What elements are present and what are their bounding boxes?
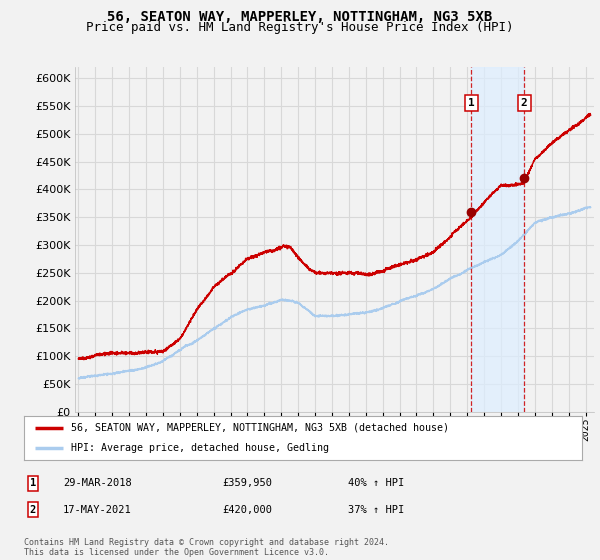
Text: HPI: Average price, detached house, Gedling: HPI: Average price, detached house, Gedl… bbox=[71, 443, 329, 453]
Text: 2: 2 bbox=[521, 99, 527, 109]
Text: £359,950: £359,950 bbox=[222, 478, 272, 488]
Text: £420,000: £420,000 bbox=[222, 505, 272, 515]
Bar bbox=[471, 67, 524, 412]
Text: 17-MAY-2021: 17-MAY-2021 bbox=[63, 505, 132, 515]
Text: 29-MAR-2018: 29-MAR-2018 bbox=[63, 478, 132, 488]
Text: 37% ↑ HPI: 37% ↑ HPI bbox=[348, 505, 404, 515]
Text: 1: 1 bbox=[30, 478, 36, 488]
Text: 56, SEATON WAY, MAPPERLEY, NOTTINGHAM, NG3 5XB: 56, SEATON WAY, MAPPERLEY, NOTTINGHAM, N… bbox=[107, 10, 493, 24]
Text: Contains HM Land Registry data © Crown copyright and database right 2024.
This d: Contains HM Land Registry data © Crown c… bbox=[24, 538, 389, 557]
Text: 56, SEATON WAY, MAPPERLEY, NOTTINGHAM, NG3 5XB (detached house): 56, SEATON WAY, MAPPERLEY, NOTTINGHAM, N… bbox=[71, 423, 449, 433]
Text: Price paid vs. HM Land Registry's House Price Index (HPI): Price paid vs. HM Land Registry's House … bbox=[86, 21, 514, 34]
Text: 40% ↑ HPI: 40% ↑ HPI bbox=[348, 478, 404, 488]
Text: 2: 2 bbox=[30, 505, 36, 515]
Text: 1: 1 bbox=[468, 99, 475, 109]
